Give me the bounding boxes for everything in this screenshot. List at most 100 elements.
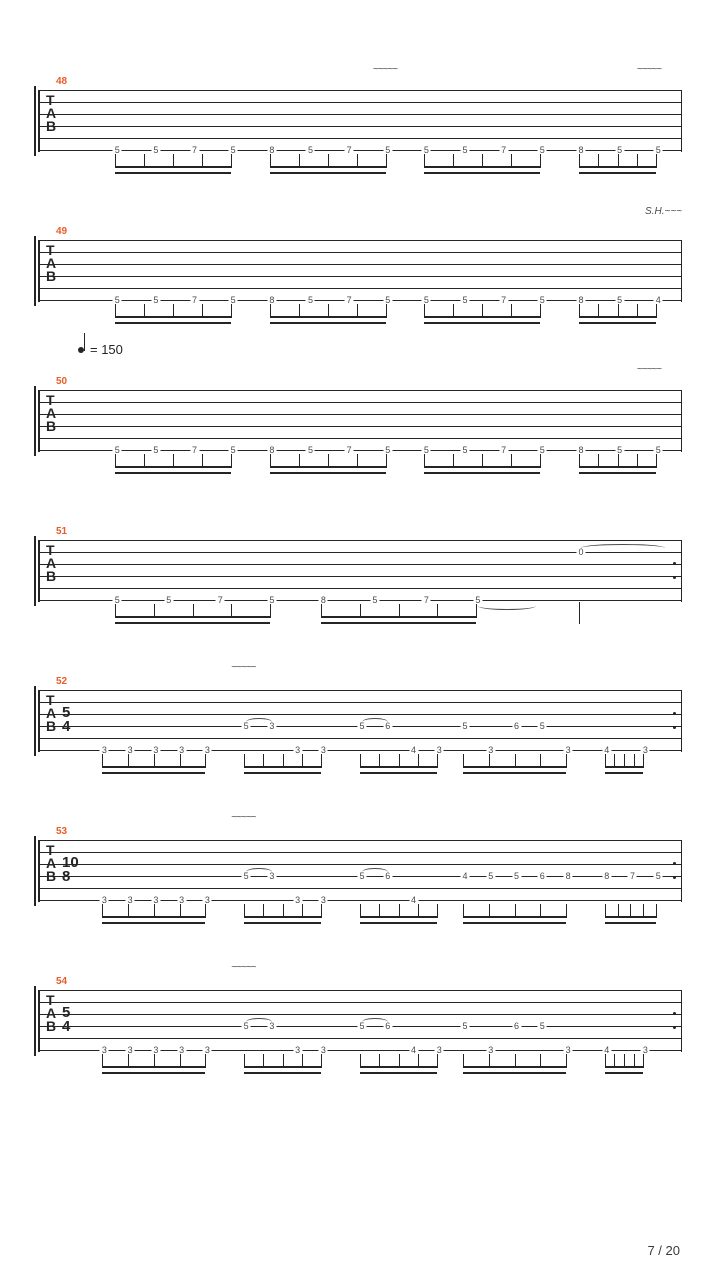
fret-number: 4	[409, 745, 418, 755]
tab-staff: TAB557585755575854	[38, 240, 682, 302]
fret-number: 7	[190, 145, 199, 155]
tab-clef: TAB	[46, 394, 55, 433]
fret-number: 5	[383, 445, 392, 455]
fret-number: 3	[435, 745, 444, 755]
fret-number: 5	[306, 445, 315, 455]
fret-number: 5	[229, 445, 238, 455]
fret-number: 6	[538, 871, 547, 881]
fret-number: 7	[628, 871, 637, 881]
fret-number: 5	[113, 595, 122, 605]
measure-48: 48~~~~~~~~~~TAB557585755575855	[38, 90, 682, 152]
tab-staff: TAB557585755575855	[38, 90, 682, 152]
fret-number: 3	[486, 1045, 495, 1055]
fret-number: 5	[113, 145, 122, 155]
fret-number: 3	[486, 745, 495, 755]
fret-number: 7	[345, 145, 354, 155]
fret-number: 3	[203, 1045, 212, 1055]
tab-clef: TAB	[46, 994, 55, 1033]
fret-number: 5	[151, 145, 160, 155]
fret-number: 8	[267, 145, 276, 155]
tempo-marking: = 150	[78, 342, 123, 357]
fret-number: 5	[151, 445, 160, 455]
fret-number: 7	[345, 295, 354, 305]
fret-number: 5	[538, 145, 547, 155]
fret-number: 4	[602, 745, 611, 755]
fret-number: 5	[422, 295, 431, 305]
fret-number: 5	[512, 871, 521, 881]
vibrato-mark: ~~~~~	[637, 364, 661, 375]
fret-number: 3	[100, 745, 109, 755]
fret-number: 4	[602, 1045, 611, 1055]
fret-number: 3	[100, 1045, 109, 1055]
fret-number: 3	[126, 895, 135, 905]
tab-staff: TAB5433333334333435356565	[38, 690, 682, 752]
beam-group-row	[38, 316, 682, 336]
fret-number: 7	[345, 445, 354, 455]
fret-number: 8	[576, 445, 585, 455]
vibrato-mark: ~~~~~	[373, 64, 397, 75]
tab-staff: TAB5433333334333435356565	[38, 990, 682, 1052]
fret-number: 3	[151, 895, 160, 905]
fret-number: 5	[422, 445, 431, 455]
fret-number: 8	[576, 145, 585, 155]
bar-number: 51	[56, 526, 67, 537]
measure-53: 53~~~~~TAB10833333334535645568875	[38, 840, 682, 902]
fret-number: 5	[383, 145, 392, 155]
fret-number: 8	[319, 595, 328, 605]
tie-slur	[246, 868, 272, 876]
tab-clef: TAB	[46, 844, 55, 883]
fret-number: 3	[177, 745, 186, 755]
beam-group-row	[38, 616, 682, 636]
tab-clef: TAB	[46, 544, 55, 583]
fret-number: 4	[654, 295, 663, 305]
tab-staff: TAB10833333334535645568875	[38, 840, 682, 902]
fret-number: 3	[641, 745, 650, 755]
fret-number: 5	[538, 721, 547, 731]
tie-slur	[246, 1018, 272, 1026]
fret-number: 8	[576, 295, 585, 305]
fret-number: 4	[461, 871, 470, 881]
fret-number: 7	[190, 295, 199, 305]
fret-number: 5	[538, 445, 547, 455]
fret-number: 5	[383, 295, 392, 305]
fret-number: 3	[293, 1045, 302, 1055]
vibrato-mark: ~~~~~	[231, 962, 255, 973]
tab-staff: TAB557585755575855	[38, 390, 682, 452]
fret-number: 5	[229, 145, 238, 155]
time-signature: 54	[62, 706, 70, 734]
fret-number: 3	[293, 895, 302, 905]
measure-49: 49S.H.~~~TAB557585755575854	[38, 240, 682, 302]
fret-number: 7	[499, 445, 508, 455]
fret-number: 7	[499, 295, 508, 305]
fret-number: 3	[564, 1045, 573, 1055]
tab-page: 48~~~~~~~~~~TAB55758575557585549S.H.~~~T…	[0, 0, 720, 1180]
bar-number: 54	[56, 976, 67, 987]
fret-number: 5	[486, 871, 495, 881]
bar-number: 53	[56, 826, 67, 837]
fret-number: 3	[151, 1045, 160, 1055]
fret-number: 8	[602, 871, 611, 881]
fret-number: 6	[512, 721, 521, 731]
fret-number: 4	[409, 895, 418, 905]
measure-51: 51TAB557585750	[38, 540, 682, 602]
measure-50: 50= 150~~~~~TAB557585755575855	[38, 390, 682, 452]
fret-number: 5	[461, 295, 470, 305]
fret-number: 3	[126, 1045, 135, 1055]
fret-number: 3	[203, 745, 212, 755]
fret-number: 3	[203, 895, 212, 905]
fret-number: 5	[615, 145, 624, 155]
fret-number: 3	[151, 745, 160, 755]
vibrato-mark: ~~~~~	[231, 662, 255, 673]
beam-group-row	[38, 166, 682, 186]
fret-number: 5	[461, 445, 470, 455]
bar-number: 48	[56, 76, 67, 87]
fret-number: 3	[319, 1045, 328, 1055]
beam-group-row	[38, 466, 682, 486]
fret-number: 5	[306, 295, 315, 305]
fret-number: 5	[461, 1021, 470, 1031]
fret-number: 5	[615, 445, 624, 455]
fret-number: 5	[654, 145, 663, 155]
tie-slur	[362, 1018, 388, 1026]
tab-clef: TAB	[46, 244, 55, 283]
fret-number: 3	[564, 745, 573, 755]
